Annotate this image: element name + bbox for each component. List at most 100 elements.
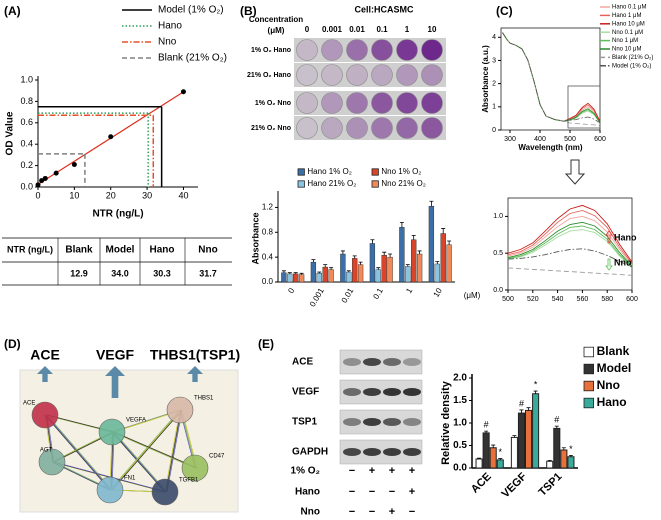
row-label: 21% O₂ Hano <box>247 72 291 79</box>
table-header: Nno <box>198 245 217 256</box>
spectrum-line <box>507 221 633 267</box>
plate-strip <box>294 38 446 62</box>
bar <box>446 244 452 283</box>
bar <box>510 436 518 469</box>
significance-label: * <box>534 379 538 389</box>
spectrum-line <box>507 248 633 268</box>
plot-frame <box>507 197 633 291</box>
bar <box>369 243 376 283</box>
plot-frame <box>500 27 601 131</box>
condition-sign: − <box>349 506 355 518</box>
node-label: FN1 <box>124 476 136 482</box>
x-tick-label: 30 <box>142 190 152 200</box>
well <box>346 64 368 86</box>
legend-swatch <box>583 397 595 409</box>
x-tick-label: 540 <box>552 296 564 303</box>
plate-title: Cell:HCASMC <box>354 4 414 14</box>
annotation: Nno <box>614 257 632 267</box>
panel-label: (E) <box>258 337 274 351</box>
condition-sign: + <box>369 465 375 477</box>
x-tick-label: 300 <box>504 136 516 143</box>
error-bar <box>484 430 489 433</box>
legend-label: Blank (21% O₂) <box>158 53 227 64</box>
y-tick-label: 0.6 <box>20 117 33 127</box>
band <box>343 448 361 456</box>
error-bar <box>405 264 410 267</box>
bar <box>293 273 299 283</box>
legend-swatch <box>371 180 379 188</box>
band <box>383 418 401 426</box>
y-tick-label: 0 <box>492 127 496 134</box>
panel-label: (B) <box>240 4 257 18</box>
legend-label: Blank (21% O₂) <box>612 55 653 61</box>
bar <box>281 272 287 283</box>
error-bar <box>512 435 517 438</box>
x-tick-label: 0.1 <box>371 286 385 301</box>
well <box>396 39 418 61</box>
band <box>403 418 421 426</box>
legend-swatch <box>297 168 305 176</box>
bar <box>416 253 423 283</box>
well <box>396 92 418 114</box>
y-axis-label: Absorbance <box>250 212 260 264</box>
bar <box>399 227 405 283</box>
data-point <box>53 170 59 176</box>
x-tick-label: 0 <box>35 190 40 200</box>
y-tick-label: 0.8 <box>262 227 274 236</box>
error-bar <box>491 444 496 448</box>
band <box>403 448 421 456</box>
band <box>363 358 381 366</box>
heading: VEGF <box>96 347 135 363</box>
network-edge <box>109 409 181 491</box>
plate-strip <box>294 91 446 115</box>
network-node <box>31 401 59 429</box>
y-tick-label: 0.5 <box>453 440 467 451</box>
column-label: 1 <box>405 25 410 34</box>
y-tick-label: 1.0 <box>20 74 33 84</box>
spectrum-line <box>502 32 601 126</box>
node-label: THBS1 <box>194 396 214 402</box>
bar <box>287 273 293 283</box>
legend-label: Hano 1 μM <box>612 13 641 19</box>
error-bar <box>526 407 531 411</box>
significance-label: # <box>519 398 524 408</box>
x-tick-label: 520 <box>527 296 539 303</box>
annotation: Hano <box>614 232 637 242</box>
condition-sign: + <box>389 465 395 477</box>
x-unit: (μM) <box>464 291 481 300</box>
data-point <box>180 89 186 95</box>
error-bar <box>323 264 328 268</box>
band-label: ACE <box>292 357 313 368</box>
x-tick-label: 500 <box>564 136 576 143</box>
network-node <box>181 454 209 482</box>
error-bar <box>311 259 316 263</box>
legend-label: Nno 1% O₂ <box>381 167 421 176</box>
bar <box>553 427 561 469</box>
table-header: Hano <box>150 245 175 256</box>
bar <box>532 393 540 469</box>
network-edge <box>44 414 111 491</box>
band <box>343 388 361 396</box>
row-label: 1% O₂ Hano <box>251 47 291 54</box>
band <box>343 418 361 426</box>
error-bar <box>376 267 381 270</box>
condition-label: 1% O₂ <box>291 466 320 477</box>
row-label: 21% O₂ Nno <box>251 125 291 132</box>
bar <box>440 233 446 283</box>
error-bar <box>429 200 434 207</box>
spectrum-line <box>507 225 633 268</box>
table-header: Model <box>106 245 135 256</box>
error-bar <box>568 455 573 457</box>
y-tick-label: 0.4 <box>20 139 33 149</box>
error-bar <box>358 261 363 265</box>
x-tick-label: 10 <box>432 286 445 299</box>
error-bar <box>340 250 345 255</box>
legend-label: Hano 1% O₂ <box>307 167 351 176</box>
legend-label: Nno 1 μM <box>612 38 638 44</box>
network-edge <box>166 409 183 493</box>
x-tick-label: 400 <box>534 136 546 143</box>
data-point <box>71 162 77 168</box>
x-tick-label: 560 <box>577 296 589 303</box>
error-bar <box>417 250 422 255</box>
network-node <box>166 396 194 424</box>
